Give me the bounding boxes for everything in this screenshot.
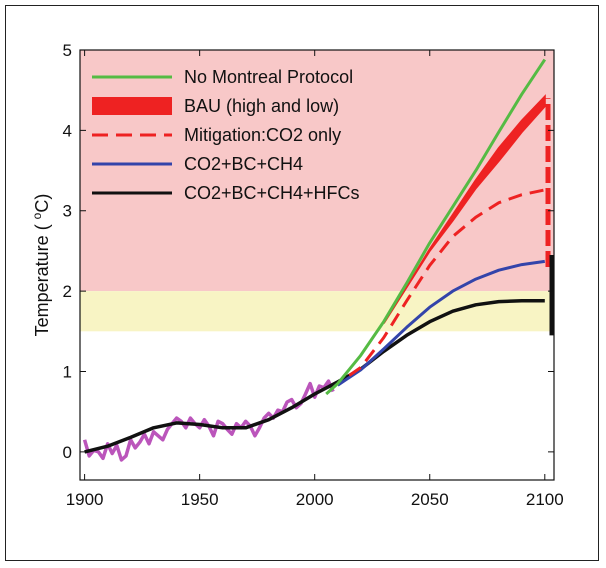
legend-swatch [92, 97, 172, 115]
y-tick-label: 0 [63, 443, 72, 462]
legend-item-bau-high-and-low: BAU (high and low) [92, 96, 339, 116]
y-axis: 0 1 2 3 4 5 [63, 41, 554, 462]
legend-label: No Montreal Protocol [184, 67, 353, 87]
legend-label: CO2+BC+CH4+HFCs [184, 183, 360, 203]
series-co2-bc-ch4 [336, 259, 546, 387]
series-no-montreal-protocol [325, 58, 547, 396]
series-bau-high-and-low [382, 94, 546, 324]
legend-item-no-montreal-protocol: No Montreal Protocol [92, 67, 353, 87]
legend-label: CO2+BC+CH4 [184, 154, 303, 174]
y-tick-label: 1 [63, 362, 72, 381]
x-tick-label: 2050 [411, 490, 449, 509]
year-2100-range-bars [545, 98, 555, 336]
legend-label: BAU (high and low) [184, 96, 339, 116]
series-lines [82, 58, 547, 462]
x-tick-label: 2100 [526, 490, 564, 509]
legend-item-mitigation-co2-only: Mitigation:CO2 only [92, 125, 341, 145]
legend: No Montreal Protocol BAU (high and low) Mi… [92, 67, 360, 203]
band-1 [80, 291, 554, 332]
legend-label: Mitigation:CO2 only [184, 125, 341, 145]
y-tick-label: 3 [63, 202, 72, 221]
y-tick-label: 5 [63, 41, 72, 60]
y-axis-title-pre: Temperature ( [32, 219, 52, 336]
legend-item-co2-bc-ch4: CO2+BC+CH4 [92, 154, 303, 174]
y-axis-title-sup: o [30, 212, 44, 219]
plot-area [79, 49, 555, 481]
y-tick-label: 4 [63, 121, 72, 140]
x-tick-label: 1950 [181, 490, 219, 509]
series-observed [82, 379, 335, 462]
x-tick-label: 1900 [66, 490, 104, 509]
series-mitigation-co2-only [348, 188, 546, 377]
series-co2-bc-ch4-hfcs [84, 299, 545, 454]
legend-item-co2-bc-ch4-hfcs: CO2+BC+CH4+HFCs [92, 183, 360, 203]
x-tick-label: 2000 [296, 490, 334, 509]
y-tick-label: 2 [63, 282, 72, 301]
y-axis-title-post: C) [32, 194, 52, 213]
x-axis: 1900 1950 2000 2050 2100 [66, 50, 564, 509]
y-axis-title: Temperature ( oC) [30, 194, 52, 337]
